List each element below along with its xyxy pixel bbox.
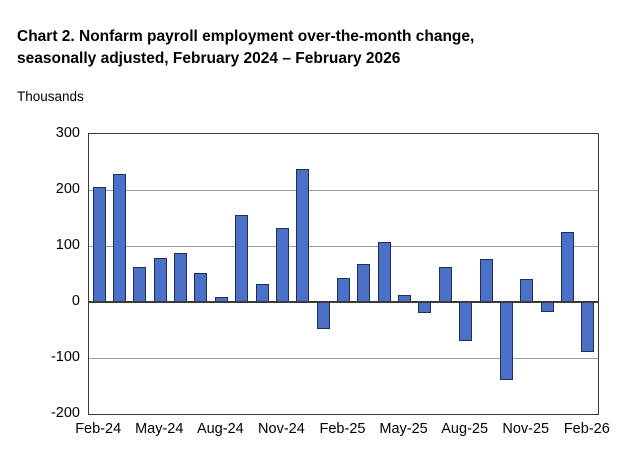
- bar-Aug-25: [459, 302, 473, 342]
- bar-Feb-25: [337, 277, 350, 302]
- x-tick-label-Nov-25: Nov-25: [502, 421, 550, 437]
- bar-Mar-24: [113, 174, 127, 302]
- bar-Dec-25: [540, 302, 554, 313]
- x-axis-labels: Feb-24 May-24 Aug-24 Nov-24 Feb-25 May-25 Aug-…: [75, 421, 610, 441]
- gridline-200: [89, 189, 598, 191]
- x-tick-label-Feb-24: Feb-24: [75, 421, 122, 437]
- y-tick-label-300: 300: [55, 125, 80, 141]
- bar-Sep-25: [479, 259, 493, 302]
- x-tick-label-Feb-26: Feb-26: [563, 421, 610, 437]
- x-tick-label-May-24: May-24: [135, 421, 184, 437]
- bar-Feb-24: [92, 187, 106, 302]
- chart-title-line1: Chart 2. Nonfarm payroll employment over…: [17, 28, 475, 45]
- bar-Sep-24: [235, 215, 249, 302]
- bar-Jun-24: [174, 253, 188, 302]
- y-tick-label--100: -100: [50, 349, 80, 365]
- bar-Apr-24: [133, 266, 147, 302]
- bar-May-24: [153, 258, 167, 302]
- zero-axis-line: [89, 301, 598, 303]
- bar-Jun-25: [418, 302, 432, 314]
- x-tick-label-May-25: May-25: [379, 421, 428, 437]
- y-tick-label-100: 100: [55, 237, 80, 253]
- x-tick-label-Feb-25: Feb-25: [319, 421, 366, 437]
- chart-title-line2: seasonally adjusted, February 2024 – Feb…: [17, 50, 401, 67]
- plot-area: [88, 133, 599, 415]
- bar-Jul-24: [194, 272, 208, 302]
- bar-Oct-24: [255, 284, 269, 302]
- bar-Mar-25: [357, 264, 371, 302]
- bar-Feb-26: [581, 302, 595, 353]
- x-tick-label-Nov-24: Nov-24: [258, 421, 305, 437]
- bar-Nov-25: [520, 279, 534, 302]
- y-axis-units-label: Thousands: [17, 89, 84, 104]
- y-tick-label-0: 0: [71, 293, 80, 309]
- gridline-100: [89, 245, 598, 247]
- bar-Jan-26: [560, 232, 574, 302]
- chart-title: Chart 2. Nonfarm payroll employment over…: [17, 26, 474, 70]
- bar-Nov-24: [275, 227, 289, 302]
- bar-Jan-25: [316, 302, 330, 329]
- y-axis-labels: 300 200 100 0 -100 -200: [0, 125, 80, 421]
- y-tick-label--200: -200: [50, 405, 80, 421]
- gridline--100: [89, 357, 598, 359]
- bar-Oct-25: [499, 302, 513, 381]
- bar-Apr-25: [377, 242, 391, 302]
- x-tick-label-Aug-25: Aug-25: [441, 421, 489, 437]
- x-tick-label-Aug-24: Aug-24: [196, 421, 244, 437]
- y-tick-label-200: 200: [55, 181, 80, 197]
- bar-Jul-25: [438, 266, 452, 302]
- bar-Dec-24: [296, 169, 310, 302]
